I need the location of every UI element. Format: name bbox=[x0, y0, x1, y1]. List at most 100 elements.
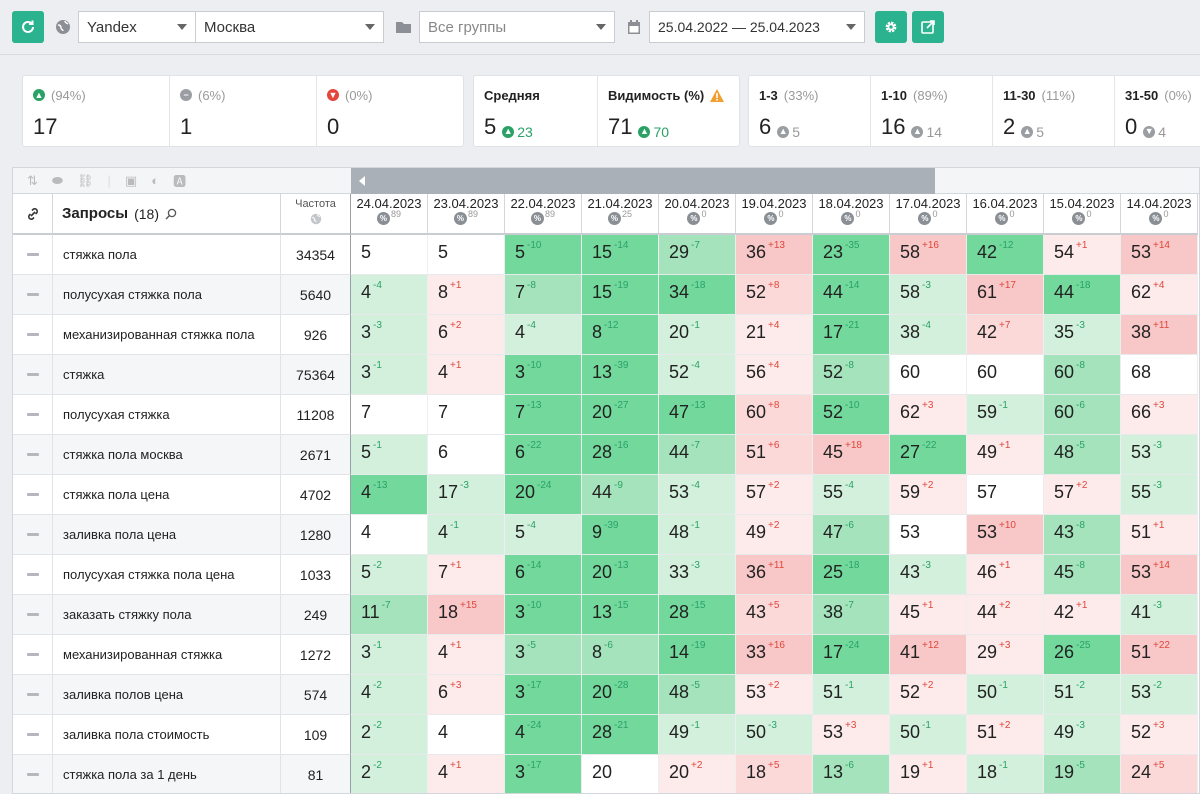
position-cell[interactable]: 5 bbox=[351, 235, 428, 275]
position-cell[interactable]: 42 +1 bbox=[1044, 595, 1121, 635]
contrast-icon[interactable]: ◐ bbox=[151, 173, 160, 188]
position-cell[interactable]: 13 -15 bbox=[582, 595, 659, 635]
position-cell[interactable]: 44 -9 bbox=[582, 475, 659, 515]
position-cell[interactable]: 60 -6 bbox=[1044, 395, 1121, 435]
position-cell[interactable]: 58 -3 bbox=[890, 275, 967, 315]
position-cell[interactable]: 5 -4 bbox=[505, 515, 582, 555]
position-cell[interactable]: 6 -22 bbox=[505, 435, 582, 475]
position-cell[interactable]: 55 -3 bbox=[1121, 475, 1198, 515]
position-cell[interactable]: 6 +2 bbox=[428, 315, 505, 355]
position-cell[interactable]: 57 +2 bbox=[1044, 475, 1121, 515]
row-toggle[interactable] bbox=[13, 275, 53, 315]
row-toggle[interactable] bbox=[13, 595, 53, 635]
position-cell[interactable]: 24 +5 bbox=[1121, 755, 1198, 793]
position-cell[interactable]: 51 -2 bbox=[1044, 675, 1121, 715]
position-cell[interactable]: 38 -7 bbox=[813, 595, 890, 635]
position-cell[interactable]: 13 -6 bbox=[813, 755, 890, 793]
position-cell[interactable]: 5 bbox=[428, 235, 505, 275]
link-column-header[interactable] bbox=[13, 194, 53, 235]
row-toggle[interactable] bbox=[13, 715, 53, 755]
position-cell[interactable]: 47 -6 bbox=[813, 515, 890, 555]
position-cell[interactable]: 52 +3 bbox=[1121, 715, 1198, 755]
search-engine-select[interactable]: Yandex bbox=[78, 11, 196, 43]
position-cell[interactable]: 18 +15 bbox=[428, 595, 505, 635]
position-cell[interactable]: 3 -17 bbox=[505, 755, 582, 793]
position-cell[interactable]: 7 -8 bbox=[505, 275, 582, 315]
query-cell[interactable]: стяжка пола за 1 день bbox=[53, 755, 281, 793]
date-column-header[interactable]: 20.04.2023% 0 bbox=[659, 194, 736, 235]
row-toggle[interactable] bbox=[13, 515, 53, 555]
position-cell[interactable]: 60 +8 bbox=[736, 395, 813, 435]
position-cell[interactable]: 19 -5 bbox=[1044, 755, 1121, 793]
refresh-button[interactable] bbox=[12, 11, 44, 43]
position-cell[interactable]: 6 -14 bbox=[505, 555, 582, 595]
position-cell[interactable]: 6 bbox=[428, 435, 505, 475]
position-cell[interactable]: 13 -39 bbox=[582, 355, 659, 395]
position-cell[interactable]: 52 -4 bbox=[659, 355, 736, 395]
position-cell[interactable]: 3 -5 bbox=[505, 635, 582, 675]
position-cell[interactable]: 60 -8 bbox=[1044, 355, 1121, 395]
position-cell[interactable]: 53 -3 bbox=[1121, 435, 1198, 475]
query-cell[interactable]: заказать стяжку пола bbox=[53, 595, 281, 635]
position-cell[interactable]: 29 -7 bbox=[659, 235, 736, 275]
position-cell[interactable]: 7 bbox=[351, 395, 428, 435]
position-cell[interactable]: 25 -18 bbox=[813, 555, 890, 595]
position-cell[interactable]: 55 -4 bbox=[813, 475, 890, 515]
position-cell[interactable]: 54 +1 bbox=[1044, 235, 1121, 275]
position-cell[interactable]: 8 +1 bbox=[428, 275, 505, 315]
position-cell[interactable]: 3 -10 bbox=[505, 595, 582, 635]
position-cell[interactable]: 36 +13 bbox=[736, 235, 813, 275]
position-cell[interactable]: 4 +1 bbox=[428, 635, 505, 675]
position-cell[interactable]: 43 -8 bbox=[1044, 515, 1121, 555]
position-cell[interactable]: 60 bbox=[967, 355, 1044, 395]
date-column-header[interactable]: 23.04.2023% 89 bbox=[428, 194, 505, 235]
export-button[interactable] bbox=[912, 11, 944, 43]
position-cell[interactable]: 20 -13 bbox=[582, 555, 659, 595]
chart-icon[interactable]: ▣ bbox=[124, 172, 138, 188]
position-cell[interactable]: 53 -4 bbox=[659, 475, 736, 515]
position-cell[interactable]: 4 -4 bbox=[505, 315, 582, 355]
position-cell[interactable]: 28 -15 bbox=[659, 595, 736, 635]
position-cell[interactable]: 3 -17 bbox=[505, 675, 582, 715]
position-cell[interactable]: 57 +2 bbox=[736, 475, 813, 515]
position-cell[interactable]: 41 +12 bbox=[890, 635, 967, 675]
row-toggle[interactable] bbox=[13, 435, 53, 475]
position-cell[interactable]: 53 +14 bbox=[1121, 555, 1198, 595]
position-cell[interactable]: 61 +17 bbox=[967, 275, 1044, 315]
query-cell[interactable]: стяжка bbox=[53, 355, 281, 395]
position-cell[interactable]: 53 +2 bbox=[736, 675, 813, 715]
date-column-header[interactable]: 14.04.2023% 0 bbox=[1121, 194, 1198, 235]
date-column-header[interactable]: 19.04.2023% 0 bbox=[736, 194, 813, 235]
toggle-icon[interactable]: ⬬ bbox=[51, 172, 64, 188]
query-cell[interactable]: полусухая стяжка пола bbox=[53, 275, 281, 315]
position-cell[interactable]: 3 -10 bbox=[505, 355, 582, 395]
link-icon[interactable]: ⛓ bbox=[77, 172, 94, 188]
query-cell[interactable]: стяжка пола цена bbox=[53, 475, 281, 515]
position-cell[interactable]: 28 -16 bbox=[582, 435, 659, 475]
position-cell[interactable]: 17 -3 bbox=[428, 475, 505, 515]
query-cell[interactable]: механизированная стяжка bbox=[53, 635, 281, 675]
position-cell[interactable]: 56 +4 bbox=[736, 355, 813, 395]
position-cell[interactable]: 50 -1 bbox=[967, 675, 1044, 715]
position-cell[interactable]: 7 -13 bbox=[505, 395, 582, 435]
position-cell[interactable]: 49 -1 bbox=[659, 715, 736, 755]
position-cell[interactable]: 20 -1 bbox=[659, 315, 736, 355]
row-toggle[interactable] bbox=[13, 395, 53, 435]
row-toggle[interactable] bbox=[13, 315, 53, 355]
position-cell[interactable]: 29 +3 bbox=[967, 635, 1044, 675]
query-cell[interactable]: стяжка пола bbox=[53, 235, 281, 275]
position-cell[interactable]: 45 -8 bbox=[1044, 555, 1121, 595]
position-cell[interactable]: 53 -2 bbox=[1121, 675, 1198, 715]
position-cell[interactable]: 46 +1 bbox=[967, 555, 1044, 595]
position-cell[interactable]: 8 -12 bbox=[582, 315, 659, 355]
group-select[interactable]: Все группы bbox=[419, 11, 615, 43]
position-cell[interactable]: 62 +4 bbox=[1121, 275, 1198, 315]
date-range-select[interactable]: 25.04.2022 — 25.04.2023 bbox=[649, 11, 865, 43]
region-select[interactable]: Москва bbox=[195, 11, 384, 43]
query-cell[interactable]: полусухая стяжка bbox=[53, 395, 281, 435]
position-cell[interactable]: 47 -13 bbox=[659, 395, 736, 435]
position-cell[interactable]: 57 bbox=[967, 475, 1044, 515]
position-cell[interactable]: 44 -14 bbox=[813, 275, 890, 315]
position-cell[interactable]: 43 +5 bbox=[736, 595, 813, 635]
position-cell[interactable]: 23 -35 bbox=[813, 235, 890, 275]
